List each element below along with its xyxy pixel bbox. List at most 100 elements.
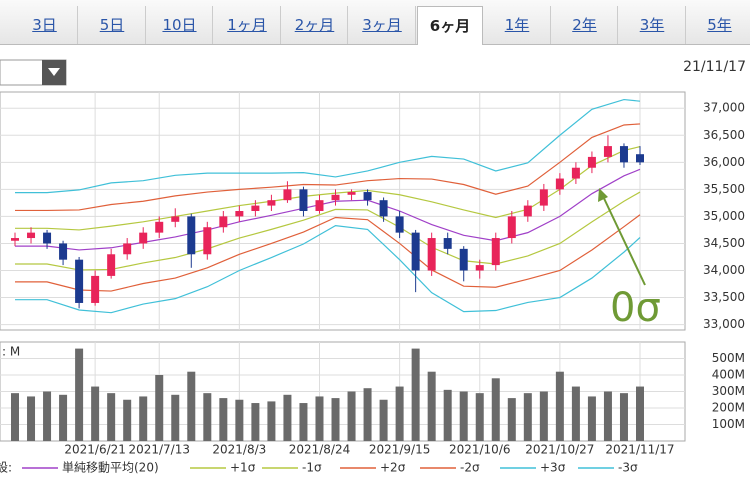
volume-bar — [491, 378, 500, 441]
legend-label: -2σ — [460, 461, 480, 475]
candle-body — [331, 194, 340, 201]
volume-bar — [331, 398, 340, 441]
price-panel — [0, 91, 686, 331]
candle-body — [59, 243, 68, 260]
tab[interactable]: 1ヶ月 — [215, 6, 281, 44]
y-tick-label: 34,000 — [703, 263, 745, 277]
band-line — [15, 214, 641, 292]
volume-label: : M — [2, 345, 20, 359]
candle-body — [11, 238, 19, 241]
candle-body — [443, 238, 452, 249]
x-tick-label: 2021/9/15 — [369, 443, 431, 457]
tab[interactable]: 5年 — [687, 6, 750, 44]
candle-body — [619, 146, 628, 163]
annotation-arrow — [600, 191, 646, 286]
annotation-arrowhead — [598, 188, 608, 202]
candle-body — [203, 227, 212, 255]
legend-label: 単純移動平均(20) — [62, 461, 159, 475]
volume-bar — [443, 389, 452, 441]
candle-body — [187, 216, 196, 255]
tab[interactable]: 3年 — [620, 6, 686, 44]
volume-bar — [139, 396, 148, 441]
volume-bar — [507, 398, 516, 441]
volume-bar — [235, 399, 244, 441]
volume-bar — [411, 348, 420, 441]
candle-body — [459, 248, 468, 271]
tab[interactable]: 10日 — [147, 6, 213, 44]
candle-body — [315, 200, 324, 211]
candle-body — [139, 232, 148, 244]
candle-body — [171, 216, 180, 222]
volume-bar — [459, 391, 468, 441]
y-tick-label: 33,500 — [703, 290, 745, 304]
tab[interactable]: 5日 — [80, 6, 146, 44]
candle-body — [379, 200, 388, 217]
candle-body — [539, 189, 548, 206]
candle-body — [603, 146, 612, 157]
candle-body — [363, 192, 372, 201]
tab[interactable]: 3日 — [12, 6, 78, 44]
band-line — [15, 123, 641, 212]
legend-label: +2σ — [380, 461, 406, 475]
volume-bar — [427, 371, 436, 441]
candle-body — [43, 232, 52, 244]
tab[interactable]: 6ヶ月 — [417, 6, 483, 45]
legend-label: -3σ — [618, 461, 638, 475]
candle-body — [587, 156, 596, 168]
volume-bar — [107, 393, 116, 441]
tab-bar: 3日 5日 10日 1ヶ月 2ヶ月 3ヶ月 6ヶ月 1年 2年 3年 5年 — [0, 0, 750, 45]
candle-body — [251, 205, 260, 211]
volume-bar — [347, 391, 356, 441]
y-tick-label: 500M — [712, 351, 745, 365]
tab[interactable]: 1年 — [485, 6, 551, 44]
volume-bar — [523, 393, 532, 441]
candle-body — [123, 243, 132, 255]
x-tick-label: 2021/7/13 — [128, 443, 190, 457]
volume-bar — [171, 394, 180, 441]
annotation: 0σ — [610, 285, 661, 331]
candle-body — [283, 189, 292, 201]
tab[interactable]: 2ヶ月 — [282, 6, 348, 44]
volume-bar — [251, 403, 260, 441]
legend-prefix: 設: — [0, 460, 12, 475]
volume-bar — [123, 399, 132, 441]
volume-bar — [555, 371, 564, 441]
candle-body — [507, 216, 516, 239]
volume-bar — [283, 394, 292, 441]
volume-bar — [11, 393, 19, 441]
y-tick-label: 200M — [712, 401, 745, 415]
candle-body — [395, 216, 404, 233]
volume-bar — [91, 386, 100, 441]
x-tick-label: 2021/10/6 — [449, 443, 511, 457]
tab[interactable]: 2年 — [552, 6, 618, 44]
band-line — [15, 191, 641, 271]
x-tick-label: 2021/11/17 — [605, 443, 674, 457]
y-tick-label: 400M — [712, 368, 745, 382]
candle-body — [523, 205, 532, 217]
candle-body — [491, 238, 500, 266]
candle-body — [571, 167, 580, 179]
volume-bar — [363, 388, 372, 441]
volume-bar — [587, 396, 596, 441]
legend-label: +3σ — [540, 461, 566, 475]
volume-bar — [75, 348, 84, 441]
candle-body — [75, 259, 84, 303]
volume-bar — [299, 403, 308, 441]
legend-label: +1σ — [230, 461, 256, 475]
band-line — [15, 224, 641, 314]
dropdown-arrow — [48, 68, 60, 76]
candle-body — [27, 232, 36, 239]
y-tick-label: 33,000 — [703, 317, 745, 331]
x-tick-label: 2021/8/24 — [289, 443, 351, 457]
volume-bar — [155, 375, 164, 441]
candle-body — [91, 275, 100, 303]
tab[interactable]: 3ヶ月 — [350, 6, 416, 44]
band-line — [15, 98, 641, 194]
y-tick-label: 35,500 — [703, 182, 745, 196]
x-tick-label: 2021/8/3 — [212, 443, 266, 457]
volume-bar — [379, 399, 388, 441]
volume-bar — [395, 386, 404, 441]
legend-label: -1σ — [302, 461, 322, 475]
volume-bar — [187, 371, 196, 441]
